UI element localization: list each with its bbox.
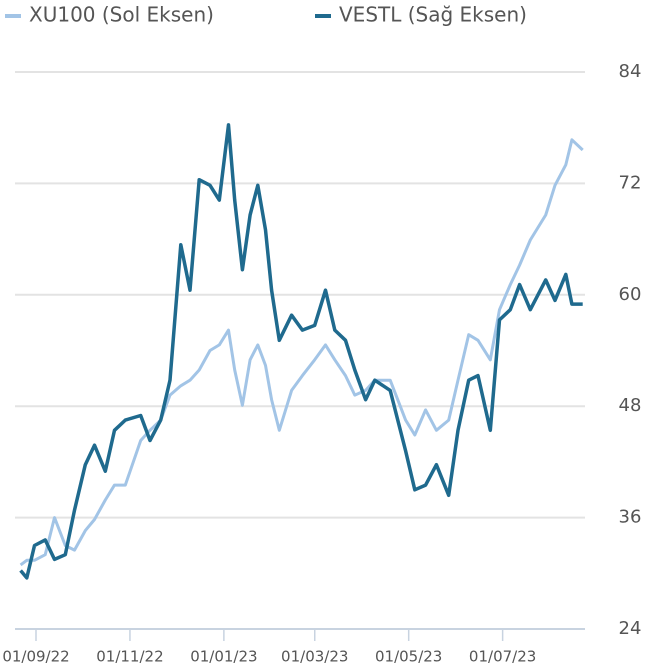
x-tick-label: 01/07/23 xyxy=(469,648,536,666)
legend-label: XU100 (Sol Eksen) xyxy=(29,3,214,27)
series-line xyxy=(19,123,583,580)
y-tick-label: 72 xyxy=(619,172,642,193)
x-tick-label: 01/05/23 xyxy=(375,648,442,666)
y-tick-label: 60 xyxy=(619,284,642,305)
x-tick-label: 01/09/22 xyxy=(2,648,69,666)
legend-label: VESTL (Sağ Eksen) xyxy=(339,3,527,27)
y-tick-label: 84 xyxy=(619,61,642,82)
y-tick-label: 36 xyxy=(619,507,642,528)
y-tick-label: 24 xyxy=(619,618,642,639)
x-tick-label: 01/03/23 xyxy=(281,648,348,666)
y-tick-label: 48 xyxy=(619,395,642,416)
x-tick-label: 01/01/23 xyxy=(190,648,257,666)
x-tick-label: 01/11/22 xyxy=(96,648,163,666)
series-line xyxy=(19,138,584,567)
